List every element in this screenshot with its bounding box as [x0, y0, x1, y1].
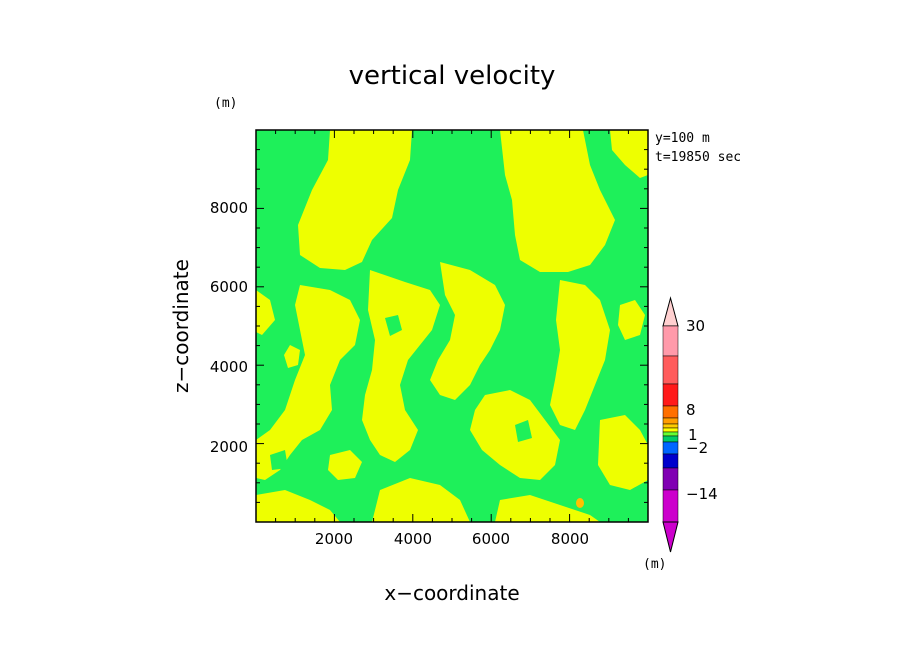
- y-tick-label: 6000: [210, 278, 248, 296]
- colorbar-segment: [662, 355, 679, 385]
- colorbar-segment: [662, 453, 679, 469]
- x-tick-label: 8000: [551, 530, 589, 548]
- colorbar-segment: [662, 423, 679, 429]
- x-tick-label: 2000: [315, 530, 353, 548]
- yellow-region: [550, 280, 610, 430]
- colorbar-segment: [662, 489, 679, 523]
- yellow-region: [430, 262, 505, 400]
- yellow-region: [372, 478, 470, 522]
- colorbar-label: 30: [686, 317, 705, 335]
- colorbar-label: −2: [686, 439, 708, 457]
- yellow-region: [470, 390, 560, 480]
- colorbar-segment: [662, 441, 679, 455]
- colorbar-segment: [662, 417, 679, 425]
- green-island: [270, 450, 288, 470]
- colorbar-top-arrow: [662, 296, 679, 327]
- y-tick-label: 4000: [210, 358, 248, 376]
- colorbar-segment: [662, 431, 679, 437]
- green-island: [515, 420, 532, 442]
- yellow-region: [280, 130, 648, 272]
- yellow-region: [328, 450, 362, 480]
- y-tick-label: 8000: [210, 199, 248, 217]
- colorbar-label: 8: [686, 401, 696, 419]
- colorbar-label: 1: [688, 426, 698, 444]
- colorbar-segment: [662, 325, 679, 357]
- annotation-y-position: y=100 m: [655, 131, 710, 146]
- colorbar-label: −14: [686, 485, 718, 503]
- colorbar-segment: [662, 435, 679, 443]
- yellow-region: [598, 415, 648, 490]
- green-island: [468, 140, 485, 160]
- x-axis-label: x−coordinate: [384, 581, 519, 605]
- yellow-region: [284, 345, 300, 368]
- y-tick-label: 2000: [210, 438, 248, 456]
- colorbar-segment: [662, 467, 679, 491]
- colorbar-segment: [662, 427, 679, 433]
- yellow-region: [256, 285, 360, 480]
- colorbar-segment: [662, 383, 679, 407]
- orange-spot: [576, 498, 584, 508]
- green-island: [310, 138, 325, 158]
- colorbar: [662, 296, 679, 553]
- annotation-time: t=19850 sec: [655, 150, 741, 165]
- y-unit-label: (m): [214, 96, 237, 111]
- yellow-region: [256, 490, 340, 522]
- colorbar-bottom-arrow: [662, 521, 679, 553]
- yellow-region: [618, 300, 645, 340]
- colorbar-segment: [662, 405, 679, 419]
- chart-title: vertical velocity: [349, 61, 556, 91]
- x-tick-label: 4000: [394, 530, 432, 548]
- plot-axes: [255, 129, 649, 523]
- yellow-region: [256, 290, 275, 335]
- x-tick-label: 6000: [472, 530, 510, 548]
- green-island: [385, 315, 402, 336]
- yellow-region: [362, 270, 440, 462]
- yellow-region: [495, 495, 600, 522]
- contour-field: [256, 130, 648, 522]
- colorbar-unit: (m): [643, 557, 666, 572]
- y-axis-label: z−coordinate: [169, 259, 193, 393]
